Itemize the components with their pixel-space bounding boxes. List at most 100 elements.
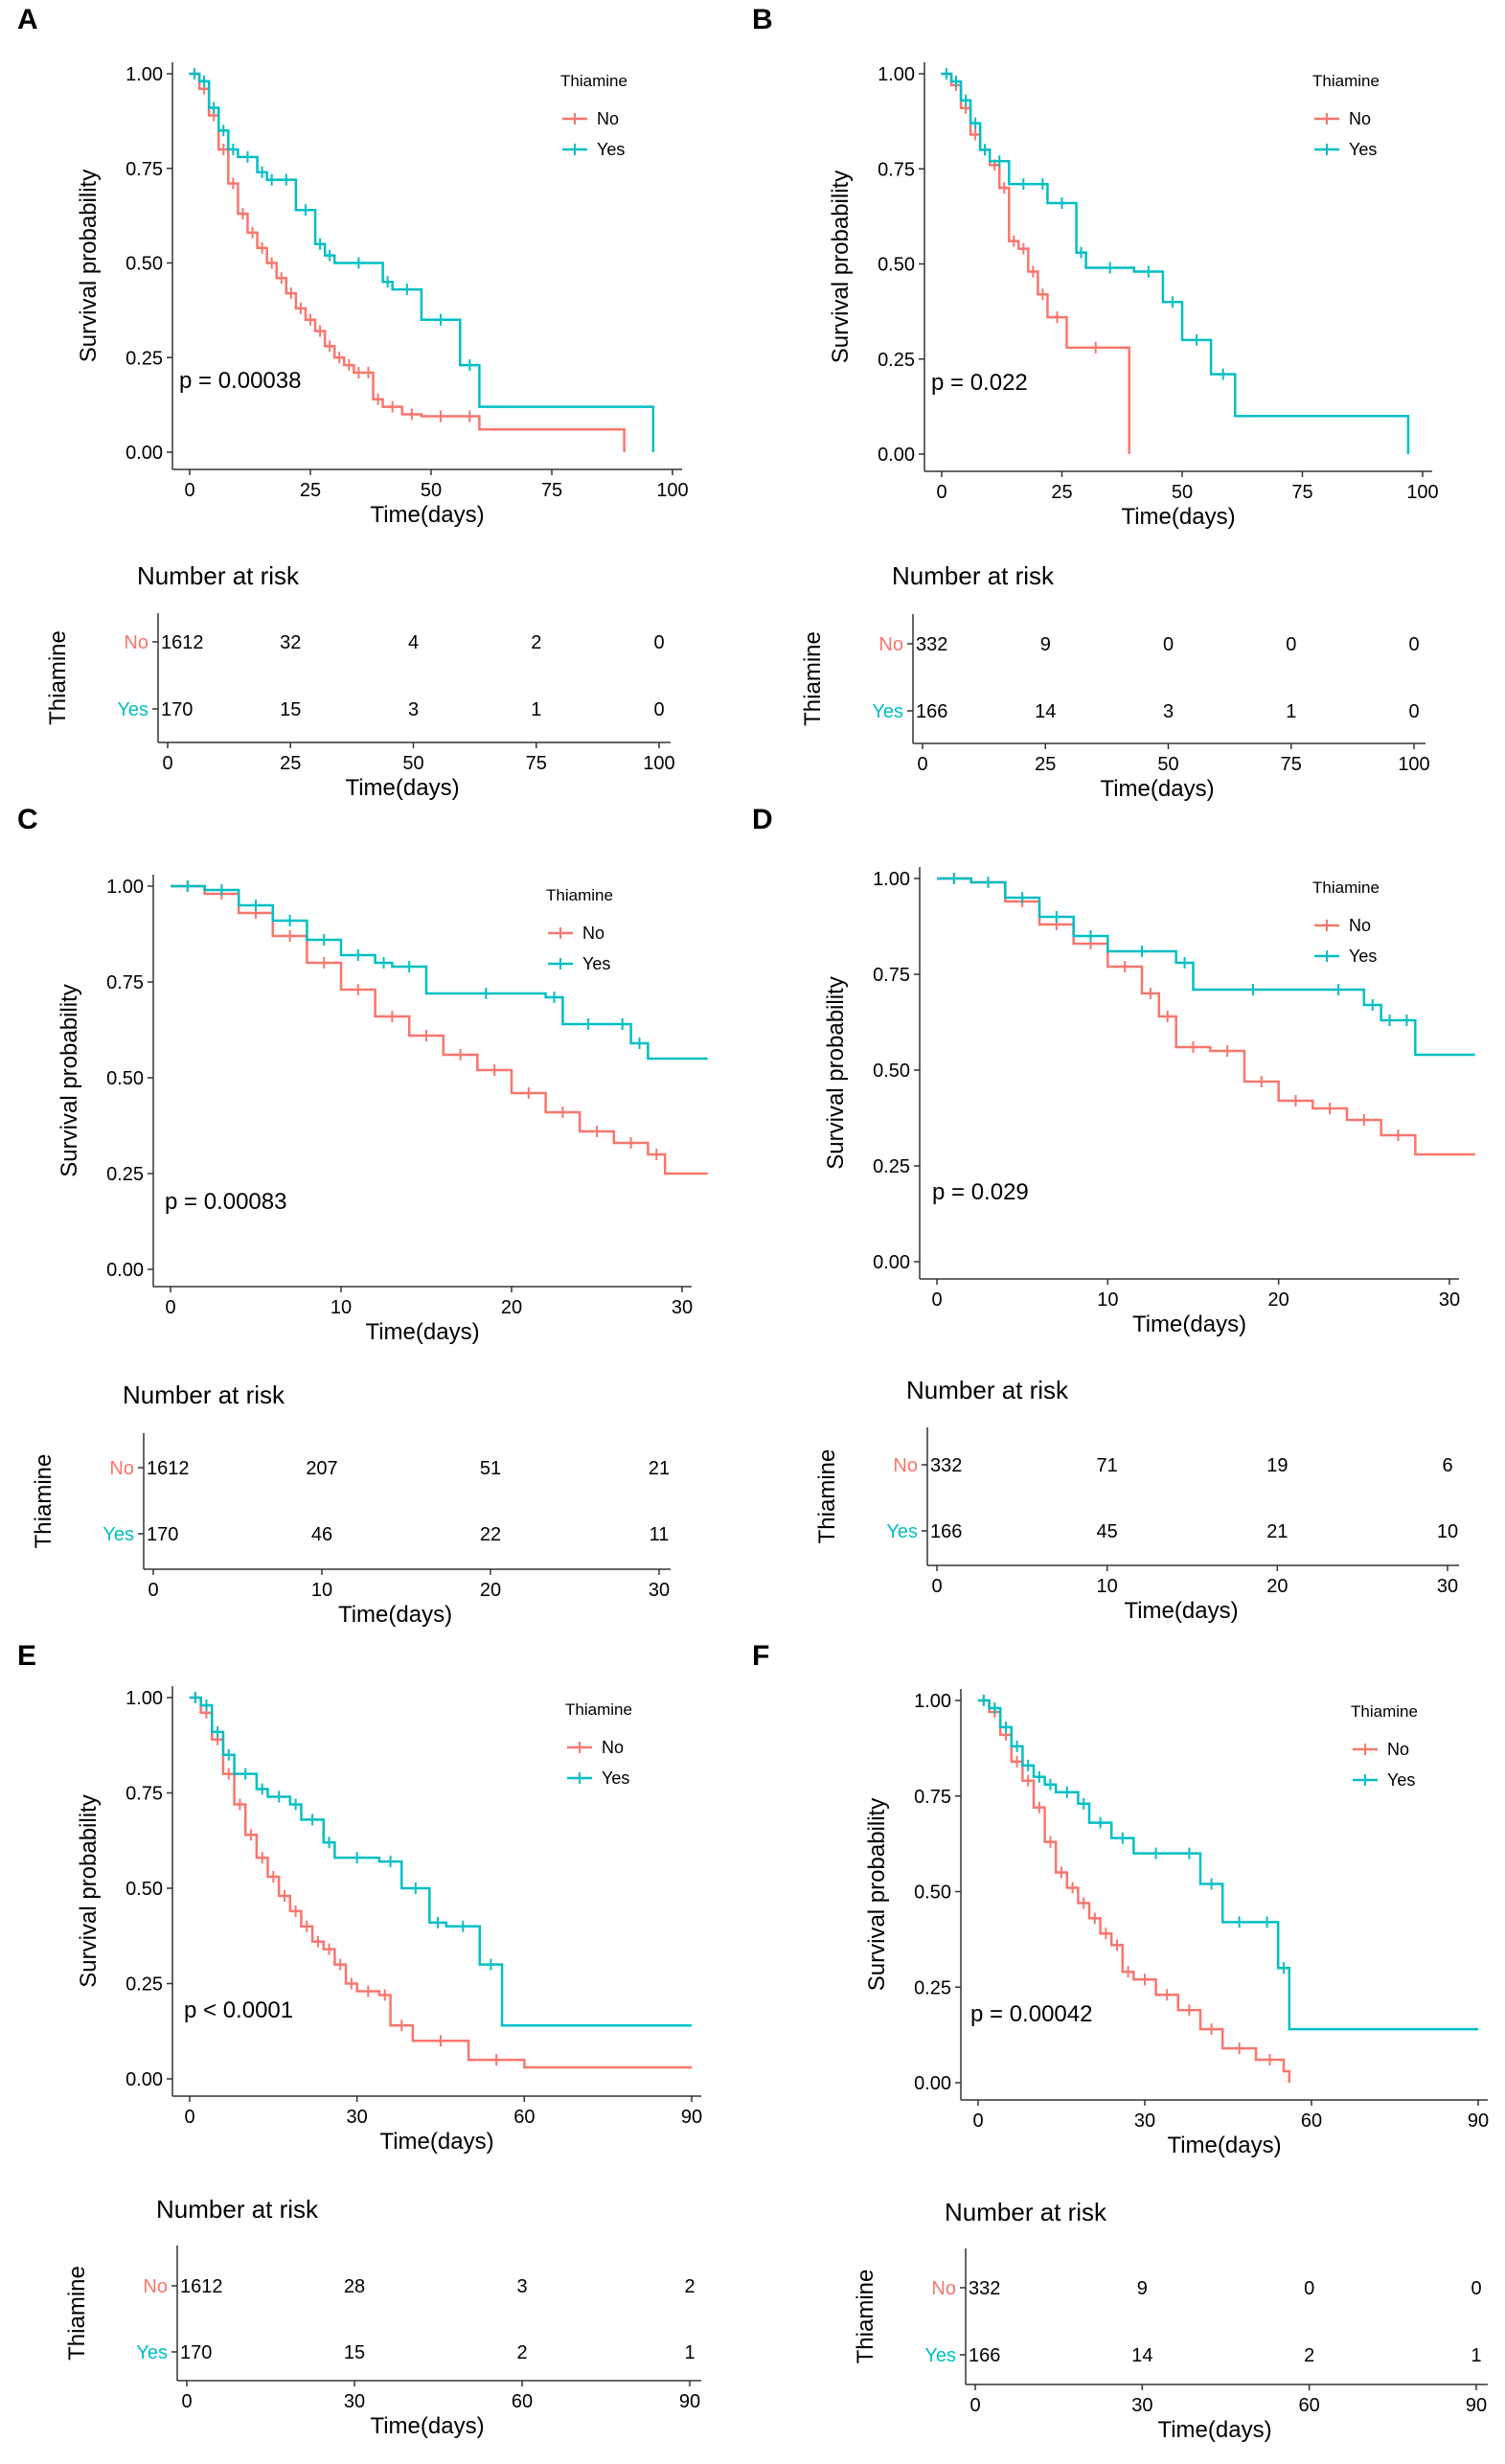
- panel-e-ytick-label: 0.00: [125, 2069, 163, 2090]
- panel-a-censor-mark: [299, 204, 311, 217]
- panel-e-risk-group-label: No: [143, 2276, 168, 2297]
- panel-b-risk-xlabel: Time(days): [1100, 776, 1214, 802]
- panel-d-risk-ylabel: Thiamine: [814, 1449, 840, 1544]
- panel-a-risk-xtick-label: 0: [162, 753, 172, 774]
- panel-a-legend-item: No: [597, 109, 619, 128]
- panel-b-censor-mark: [1089, 341, 1102, 354]
- panel-d-censor-mark: [1221, 1045, 1234, 1057]
- panel-a-risk-xtick-label: 50: [402, 753, 423, 774]
- panel-f-legend-title: Thiamine: [1351, 1702, 1418, 1721]
- panel-c-risk-group-label: No: [109, 1458, 134, 1479]
- panel-f-xtick-label: 60: [1301, 2110, 1322, 2132]
- panel-b-legend-title: Thiamine: [1312, 72, 1380, 90]
- panel-c-censor-mark: [454, 1049, 467, 1061]
- panel-e-risk-group-label: Yes: [136, 2342, 168, 2363]
- panel-e-censor-mark: [289, 1905, 302, 1917]
- panel-a-risk-count: 2: [531, 632, 541, 653]
- panel-d-label: D: [752, 804, 773, 835]
- panel-f-ytick-label: 0.00: [914, 2073, 951, 2094]
- panel-b-legend-item: No: [1349, 109, 1371, 128]
- panel-b-censor-mark: [1056, 196, 1068, 209]
- panel-c-risk-xtick-label: 10: [311, 1580, 332, 1601]
- panel-e-risk-count: 2: [684, 2276, 695, 2297]
- panel-b-risk-xtick-label: 50: [1157, 754, 1178, 775]
- panel-f-censor-mark: [1100, 1928, 1112, 1940]
- panel-d: D 0.00 0.25 0.50 0.75 1.00 0 10 20 30 Time(days) Su…: [752, 804, 1475, 1624]
- panel-f-censor-mark: [1278, 1962, 1289, 1974]
- panel-c-censor-mark: [352, 949, 364, 961]
- panel-d-ytick-label: 0.50: [873, 1061, 910, 1082]
- panel-e-censor-mark: [200, 1699, 213, 1711]
- panel-d-legend-item: Yes: [1349, 947, 1377, 966]
- panel-a-censor-mark: [241, 150, 254, 163]
- panel-b-risk-xtick-label: 0: [917, 754, 927, 775]
- panel-d-censor-mark: [1136, 946, 1148, 957]
- panel-e-censor-mark: [301, 1920, 313, 1932]
- panel-e-censor-mark: [396, 2019, 408, 2032]
- panel-d-xtick-label: 20: [1268, 1289, 1289, 1311]
- panel-c-xtick-label: 0: [165, 1297, 175, 1318]
- panel-c-risk-ylabel: Thiamine: [31, 1454, 57, 1549]
- panel-a-risk-count: 1612: [161, 632, 204, 653]
- panel-d-censor-mark: [1324, 1103, 1336, 1114]
- panel-b-censor-mark: [950, 75, 963, 87]
- panel-c-censor-mark: [480, 988, 492, 999]
- panel-e-censor-mark: [256, 1783, 268, 1795]
- panel-e-ylabel: Survival probability: [76, 1794, 102, 1987]
- panel-f-xtick-label: 30: [1134, 2110, 1155, 2132]
- panel-c-censor-mark: [284, 915, 296, 926]
- panel-b-risk-count: 1: [1286, 701, 1296, 722]
- panel-b-risk-ylabel: Thiamine: [800, 631, 826, 726]
- panel-b-ytick-label: 0.25: [878, 350, 915, 371]
- panel-c-risk-xlabel: Time(days): [338, 1602, 452, 1628]
- panel-a-risk-xtick-label: 100: [643, 753, 674, 774]
- panel-b-risk-count: 3: [1163, 701, 1174, 722]
- panel-d-xtick-label: 30: [1439, 1289, 1460, 1311]
- panel-c-curve-no: [171, 884, 708, 1175]
- panel-f-censor-mark: [1056, 1866, 1067, 1879]
- panel-e-ytick-label: 0.25: [125, 1974, 163, 1996]
- panel-b-censor-mark: [1191, 333, 1203, 346]
- panel-b-risk-count: 0: [1163, 634, 1174, 655]
- panel-d-ytick-label: 0.00: [873, 1252, 910, 1273]
- panel-f-censor-mark: [1233, 2042, 1245, 2055]
- panel-b-ytick-label: 0.75: [878, 159, 915, 180]
- panel-c-censor-mark: [216, 884, 228, 896]
- panel-a-risk-count: 4: [408, 632, 419, 653]
- panel-a-risk-group-label: Yes: [117, 699, 148, 720]
- panel-f-risk-count: 1: [1471, 2345, 1481, 2366]
- panel-c-censor-mark: [386, 1011, 399, 1022]
- panel-e-censor-mark: [212, 1725, 224, 1738]
- panel-e-legend-item: Yes: [602, 1768, 629, 1788]
- panel-d-risk-count: 45: [1097, 1521, 1118, 1542]
- panel-a-censor-mark: [198, 75, 211, 87]
- panel-a-legend-item: Yes: [597, 140, 625, 159]
- panel-f-censor-mark: [1094, 1816, 1106, 1829]
- panel-e-censor-mark: [384, 1856, 397, 1868]
- panel-f-ytick-label: 0.75: [914, 1787, 951, 1808]
- panel-d-ytick-label: 0.75: [873, 965, 910, 986]
- panel-d-legend-item: No: [1349, 916, 1371, 935]
- panel-b-curve-no: [942, 72, 1131, 454]
- panel-b-censor-mark: [1008, 235, 1020, 247]
- panel-b-xtick-label: 0: [936, 482, 946, 503]
- panel-e-ytick-label: 0.50: [125, 1879, 163, 1900]
- panel-a-censor-mark: [265, 257, 278, 269]
- panel-a-risk-count: 0: [653, 699, 664, 720]
- panel-a-risk-xtick-label: 75: [526, 753, 547, 774]
- panel-a-censor-mark: [189, 68, 201, 80]
- panel-f-legend-item: Yes: [1387, 1770, 1415, 1790]
- panel-e-censor-mark: [311, 1935, 324, 1948]
- panel-f-censor-mark: [1078, 1797, 1090, 1810]
- panel-b-risk-xtick-label: 25: [1035, 754, 1056, 775]
- panel-c-risk-group-label: Yes: [103, 1524, 134, 1545]
- panel-f-censor-mark: [1060, 1786, 1073, 1798]
- panel-c-censor-mark: [591, 1126, 603, 1137]
- panel-f-censor-mark: [1205, 1878, 1218, 1890]
- panel-d-censor-mark: [1144, 988, 1156, 999]
- panel-a-risk-xtick-label: 25: [280, 753, 301, 774]
- panel-d-risk-xlabel: Time(days): [1124, 1598, 1238, 1624]
- panel-c-ytick-label: 0.75: [106, 972, 144, 993]
- panel-d-censor-mark: [1357, 1114, 1370, 1126]
- panel-e-censor-mark: [362, 1985, 375, 1997]
